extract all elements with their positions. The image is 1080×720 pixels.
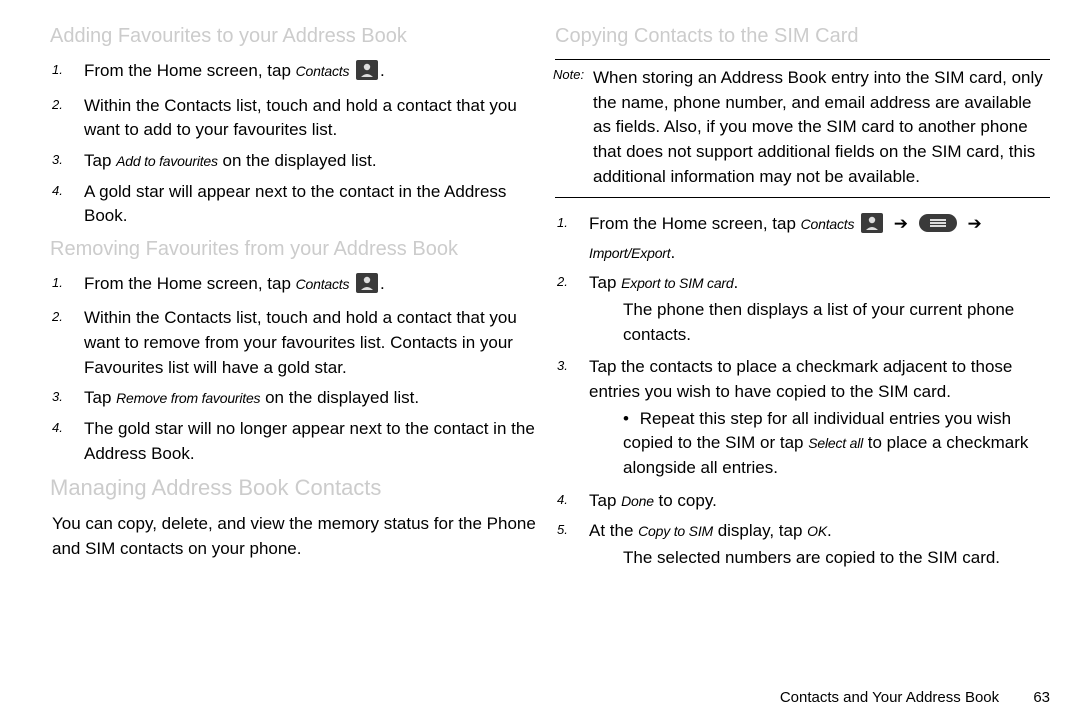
- step: Tap Done to copy.: [583, 489, 1050, 514]
- note-label: Note:: [553, 66, 584, 85]
- page-spread: Adding Favourites to your Address Book F…: [0, 0, 1080, 720]
- step-text: Tap: [84, 151, 116, 170]
- step: From the Home screen, tap Contacts .: [78, 59, 545, 88]
- step-continuation: The selected numbers are copied to the S…: [589, 546, 1050, 571]
- page-number: 63: [1033, 689, 1050, 706]
- step: From the Home screen, tap Contacts ➔ ➔ I…: [583, 212, 1050, 265]
- ui-term: Add to favourites: [116, 153, 218, 169]
- body-paragraph: You can copy, delete, and view the memor…: [50, 512, 545, 561]
- steps-adding-fav: From the Home screen, tap Contacts . Wit…: [50, 59, 545, 229]
- step: Tap Export to SIM card. The phone then d…: [583, 271, 1050, 347]
- ui-term: Contacts: [801, 216, 855, 232]
- step: Within the Contacts list, touch and hold…: [78, 306, 545, 380]
- heading-removing-fav: Removing Favourites from your Address Bo…: [50, 235, 545, 264]
- step: Tap Add to favourites on the displayed l…: [78, 149, 545, 174]
- ui-term: Select all: [808, 435, 863, 451]
- contacts-icon: [356, 60, 378, 88]
- step: At the Copy to SIM display, tap OK. The …: [583, 519, 1050, 570]
- step-text: At the: [589, 521, 638, 540]
- step-text: Tap: [589, 491, 621, 510]
- bullet-item: Repeat this step for all individual entr…: [623, 407, 1050, 481]
- step-text: Tap the contacts to place a checkmark ad…: [589, 357, 1012, 401]
- contacts-icon: [356, 273, 378, 301]
- left-column: Adding Favourites to your Address Book F…: [50, 18, 555, 710]
- note-block: Note: When storing an Address Book entry…: [555, 59, 1050, 198]
- footer-label: Contacts and Your Address Book: [780, 689, 999, 706]
- step: Tap Remove from favourites on the displa…: [78, 386, 545, 411]
- right-column: Copying Contacts to the SIM Card Note: W…: [555, 18, 1060, 710]
- step-continuation: The phone then displays a list of your c…: [589, 298, 1050, 347]
- step: From the Home screen, tap Contacts .: [78, 272, 545, 301]
- step-text: Tap: [589, 273, 621, 292]
- ui-term: Contacts: [296, 276, 350, 292]
- arrow-icon: ➔: [967, 214, 981, 233]
- heading-managing: Managing Address Book Contacts: [50, 472, 545, 504]
- sub-bullets: Repeat this step for all individual entr…: [589, 407, 1050, 481]
- steps-copy-sim: From the Home screen, tap Contacts ➔ ➔ I…: [555, 212, 1050, 570]
- ui-term: Contacts: [296, 63, 350, 79]
- step: The gold star will no longer appear next…: [78, 417, 545, 466]
- step-text: From the Home screen, tap: [589, 214, 801, 233]
- ui-term: Import/Export: [589, 245, 670, 261]
- step-text: From the Home screen, tap: [84, 274, 296, 293]
- steps-removing-fav: From the Home screen, tap Contacts . Wit…: [50, 272, 545, 466]
- step-text: Within the Contacts list, touch and hold…: [84, 308, 517, 376]
- heading-adding-fav: Adding Favourites to your Address Book: [50, 22, 545, 51]
- menu-icon: [919, 214, 957, 240]
- step: Within the Contacts list, touch and hold…: [78, 94, 545, 143]
- page-footer: Contacts and Your Address Book 63: [780, 689, 1050, 706]
- ui-term: Copy to SIM: [638, 523, 713, 539]
- step-text: A gold star will appear next to the cont…: [84, 182, 506, 226]
- ui-term: Export to SIM card: [621, 275, 733, 291]
- step-text: Tap: [84, 388, 116, 407]
- step-text: From the Home screen, tap: [84, 61, 296, 80]
- step: A gold star will appear next to the cont…: [78, 180, 545, 229]
- step-text: Within the Contacts list, touch and hold…: [84, 96, 517, 140]
- contacts-icon: [861, 213, 883, 241]
- arrow-icon: ➔: [894, 214, 908, 233]
- ui-term: OK: [807, 523, 827, 539]
- ui-term: Done: [621, 493, 654, 509]
- ui-term: Remove from favourites: [116, 390, 260, 406]
- heading-copy-sim: Copying Contacts to the SIM Card: [555, 22, 1050, 51]
- step: Tap the contacts to place a checkmark ad…: [583, 355, 1050, 480]
- step-text: The gold star will no longer appear next…: [84, 419, 535, 463]
- note-text: When storing an Address Book entry into …: [555, 66, 1050, 189]
